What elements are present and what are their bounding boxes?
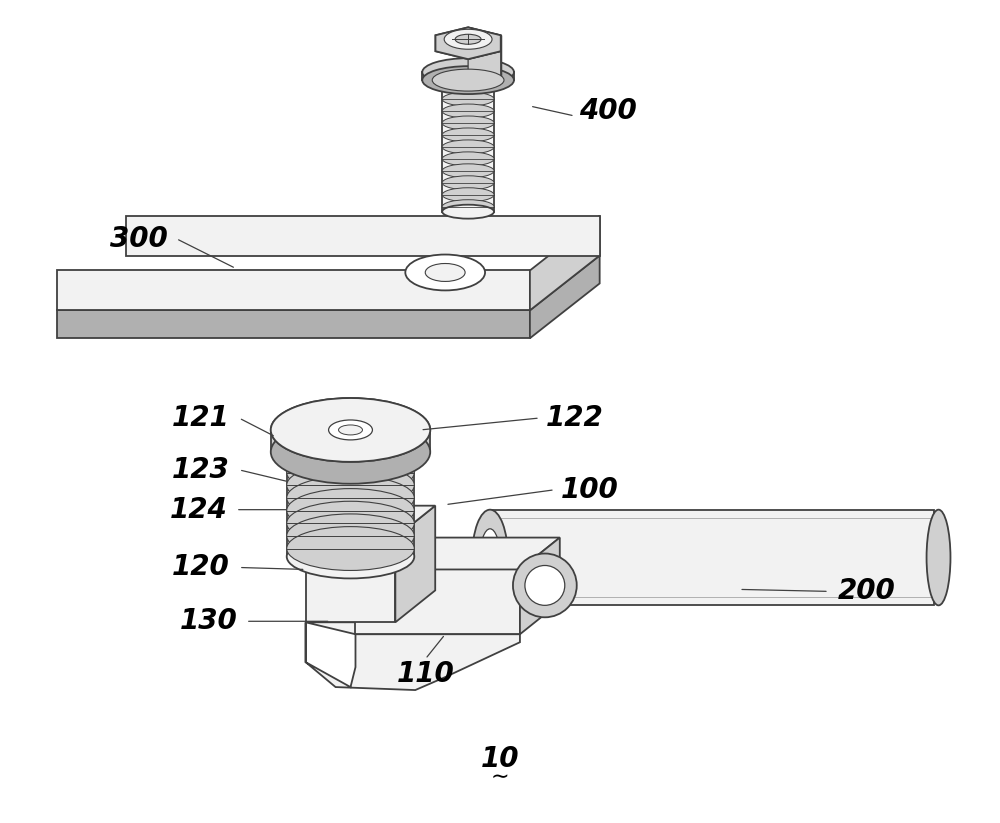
Ellipse shape [422, 58, 514, 86]
Text: ∼: ∼ [491, 767, 509, 787]
Ellipse shape [287, 438, 414, 481]
Ellipse shape [513, 554, 577, 617]
Ellipse shape [442, 205, 494, 219]
Polygon shape [490, 509, 934, 606]
Polygon shape [57, 271, 530, 310]
Ellipse shape [442, 80, 494, 94]
Polygon shape [468, 51, 501, 87]
Polygon shape [422, 72, 514, 80]
Polygon shape [306, 505, 435, 537]
Polygon shape [355, 570, 520, 635]
Ellipse shape [442, 200, 494, 214]
Text: 124: 124 [170, 495, 228, 523]
Ellipse shape [287, 489, 414, 532]
Text: 123: 123 [172, 456, 230, 484]
Ellipse shape [329, 420, 372, 440]
Ellipse shape [455, 35, 481, 44]
Polygon shape [126, 216, 600, 255]
Ellipse shape [271, 398, 430, 462]
Polygon shape [530, 255, 600, 338]
Text: 300: 300 [110, 225, 168, 253]
Ellipse shape [442, 140, 494, 154]
Text: 122: 122 [546, 404, 604, 432]
Ellipse shape [339, 425, 362, 435]
Ellipse shape [287, 514, 414, 558]
Ellipse shape [287, 463, 414, 507]
Ellipse shape [442, 92, 494, 106]
Ellipse shape [442, 164, 494, 178]
Text: 400: 400 [579, 97, 637, 125]
Polygon shape [306, 537, 395, 622]
Text: 200: 200 [838, 578, 896, 606]
Polygon shape [271, 430, 430, 452]
Polygon shape [435, 27, 501, 59]
Ellipse shape [287, 450, 414, 495]
Ellipse shape [927, 509, 950, 606]
Polygon shape [287, 452, 414, 556]
Ellipse shape [442, 188, 494, 202]
Text: 120: 120 [172, 554, 230, 582]
Polygon shape [57, 310, 530, 338]
Ellipse shape [271, 420, 430, 484]
Ellipse shape [287, 535, 414, 579]
Polygon shape [442, 82, 494, 212]
Polygon shape [306, 622, 520, 690]
Polygon shape [520, 537, 560, 635]
Ellipse shape [525, 565, 565, 606]
Ellipse shape [422, 66, 514, 94]
Ellipse shape [442, 116, 494, 130]
Ellipse shape [425, 263, 465, 281]
Ellipse shape [432, 69, 504, 91]
Ellipse shape [287, 527, 414, 570]
Ellipse shape [287, 476, 414, 520]
Ellipse shape [442, 104, 494, 118]
Polygon shape [355, 537, 560, 570]
Ellipse shape [480, 529, 500, 586]
Polygon shape [530, 216, 600, 310]
Ellipse shape [271, 398, 430, 462]
Ellipse shape [442, 176, 494, 190]
Ellipse shape [442, 128, 494, 142]
Ellipse shape [405, 254, 485, 291]
Ellipse shape [444, 30, 492, 49]
Text: 110: 110 [396, 660, 454, 688]
Ellipse shape [287, 501, 414, 545]
Ellipse shape [442, 152, 494, 165]
Polygon shape [395, 505, 435, 622]
Polygon shape [435, 27, 501, 59]
Text: 10: 10 [481, 745, 519, 773]
Polygon shape [306, 622, 520, 635]
Ellipse shape [472, 509, 508, 606]
Text: 100: 100 [561, 476, 619, 504]
Text: 130: 130 [180, 607, 238, 635]
Polygon shape [468, 27, 501, 63]
Text: 121: 121 [172, 404, 230, 432]
